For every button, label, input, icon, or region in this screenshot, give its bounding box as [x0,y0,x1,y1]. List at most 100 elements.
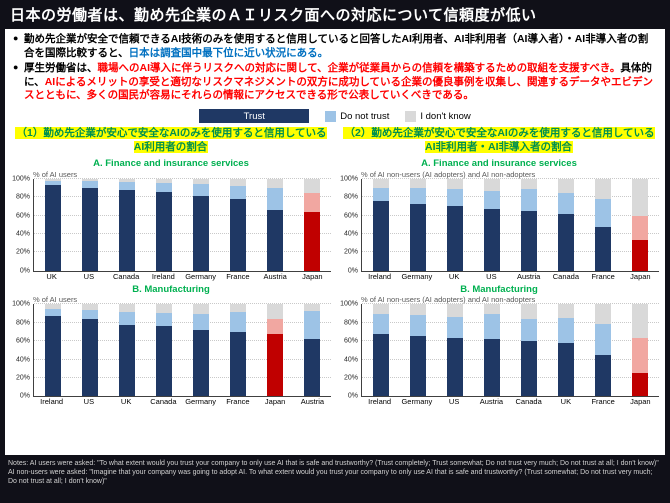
y-tick-label: 0% [347,267,358,275]
bar-slot [473,178,510,271]
chart-finance-ai-users: A. Finance and insurance services % of A… [11,158,331,281]
x-tick-label: Austria [300,397,325,407]
segment-i-don-t-know [304,178,321,193]
gridline [362,214,659,216]
segment-do-not-trust [558,318,575,343]
segment-do-not-trust [409,315,426,336]
x-tick-label: Austria [479,397,504,407]
x-axis-labels: UK US Canada Ireland Germany France Austria Jap… [33,271,331,281]
stacked-bar-austria [304,304,321,397]
stacked-bar-ireland [372,178,389,271]
bullet-text-segment: 厚生労働省は、 [24,61,98,74]
y-tick-label: 80% [15,319,30,327]
segment-trust [267,209,284,271]
segment-do-not-trust [446,188,463,207]
chart-unit-label: % of AI non-users (AI adopters) and AI n… [361,295,536,305]
segment-i-don-t-know [595,304,612,324]
segment-do-not-trust [409,187,426,204]
segment-i-don-t-know [118,178,135,183]
stacked-bar-france [230,304,247,397]
x-axis-labels: Ireland US UK Canada Germany France Japan Austr… [33,397,331,407]
stacked-bar-austria [483,304,500,397]
segment-trust [44,185,61,271]
gridline [362,303,659,305]
stacked-bar-germany [193,178,210,271]
chart-title: B. Manufacturing [132,283,210,295]
bar-slot [34,178,71,271]
segment-trust [118,189,135,271]
gridline [362,321,659,323]
segment-i-don-t-know [44,304,61,309]
segment-do-not-trust [595,198,612,227]
bar-slot [145,178,182,271]
segment-do-not-trust [193,184,210,197]
y-tick-label: 20% [343,248,358,256]
x-tick-label: Japan [302,271,323,281]
y-tick-label: 60% [343,212,358,219]
chart-legend: Trust Do not trust I don't know [5,106,665,125]
chart-manufacturing-ai-non-users: B. Manufacturing % of AI non-users (AI a… [339,284,659,407]
segment-do-not-trust [193,313,210,331]
segment-do-not-trust [446,317,463,339]
segment-trust [372,333,389,397]
y-axis: 0% 20% 40% 60% 80% 100% [339,175,361,275]
segment-i-don-t-know [409,304,426,316]
y-axis: 0% 20% 40% 60% 80% 100% [11,300,33,400]
x-tick-label: Ireland [368,271,392,281]
segment-i-don-t-know [267,304,284,320]
gridline [362,196,659,198]
segment-i-don-t-know [118,304,135,312]
plot-row: 0% 20% 40% 60% 80% 100% [11,175,331,274]
segment-i-don-t-know [193,178,210,185]
y-tick-label: 100% [340,175,358,183]
segment-do-not-trust [558,193,575,214]
bar-slot [362,304,399,397]
bar-slot [436,178,473,271]
x-tick-label: UK [560,397,572,407]
bar-slot [145,304,182,397]
bar-slot [399,304,436,397]
bullet-item: ● 勤め先企業が安全で信頼できるAI技術のみを使用すると信用していると回答したAI… [13,33,657,61]
chart-unit-label: % of AI users [33,295,78,305]
y-tick-label: 100% [12,300,30,308]
title-bar: 日本の労働者は、勤め先企業のＡＩリスク面への対応について信頼度が低い [0,0,670,29]
segment-trust [372,200,389,271]
segment-trust [155,326,172,397]
segment-i-don-t-know [409,178,426,188]
segment-i-don-t-know [595,178,612,199]
y-tick-label: 40% [343,230,358,238]
x-tick-label: UK [448,271,460,281]
plot-row: 0% 20% 40% 60% 80% 100% [339,300,659,400]
stacked-bar-canada [521,304,538,397]
segment-trust [521,210,538,271]
x-tick-label: Austria [263,271,287,281]
x-tick-label: US [83,397,95,407]
bullet-item: ● 厚生労働省は、職場へのAI導入に伴うリスクへの対応に関して、企業が従業員からの… [13,62,657,104]
segment-i-don-t-know [372,178,389,188]
bar-slot [71,178,108,271]
segment-i-don-t-know [267,178,284,188]
chart-title: B. Manufacturing [460,283,538,295]
y-tick-label: 60% [15,212,30,219]
segment-trust [118,324,135,397]
segment-i-don-t-know [483,178,500,191]
stacked-bar-canada [558,178,575,271]
page-title: 日本の労働者は、勤め先企業のＡＩリスク面への対応について信頼度が低い [10,7,537,24]
chart-unit-label: % of AI non-users (AI adopters) and AI n… [361,169,536,179]
chart-finance-ai-non-users: A. Finance and insurance services % of A… [339,158,659,281]
bullet-text-segment: 勤め先企業が安全で信頼できるAI技術のみを使用すると信用していると回答したAI利… [24,33,649,59]
segment-trust [595,226,612,271]
legend-label: Do not trust [340,110,390,122]
stacked-bar-japan [304,178,321,271]
segment-do-not-trust [267,319,284,334]
bar-slot [622,178,659,271]
segment-i-don-t-know [230,304,247,312]
y-tick-label: 20% [343,374,358,382]
segment-i-don-t-know [558,304,575,319]
gridline [362,177,659,179]
gridline [34,303,331,305]
footnotes: Notes: AI users were asked: "To what ext… [8,460,659,486]
y-tick-label: 100% [340,300,358,308]
segment-do-not-trust [632,338,649,374]
